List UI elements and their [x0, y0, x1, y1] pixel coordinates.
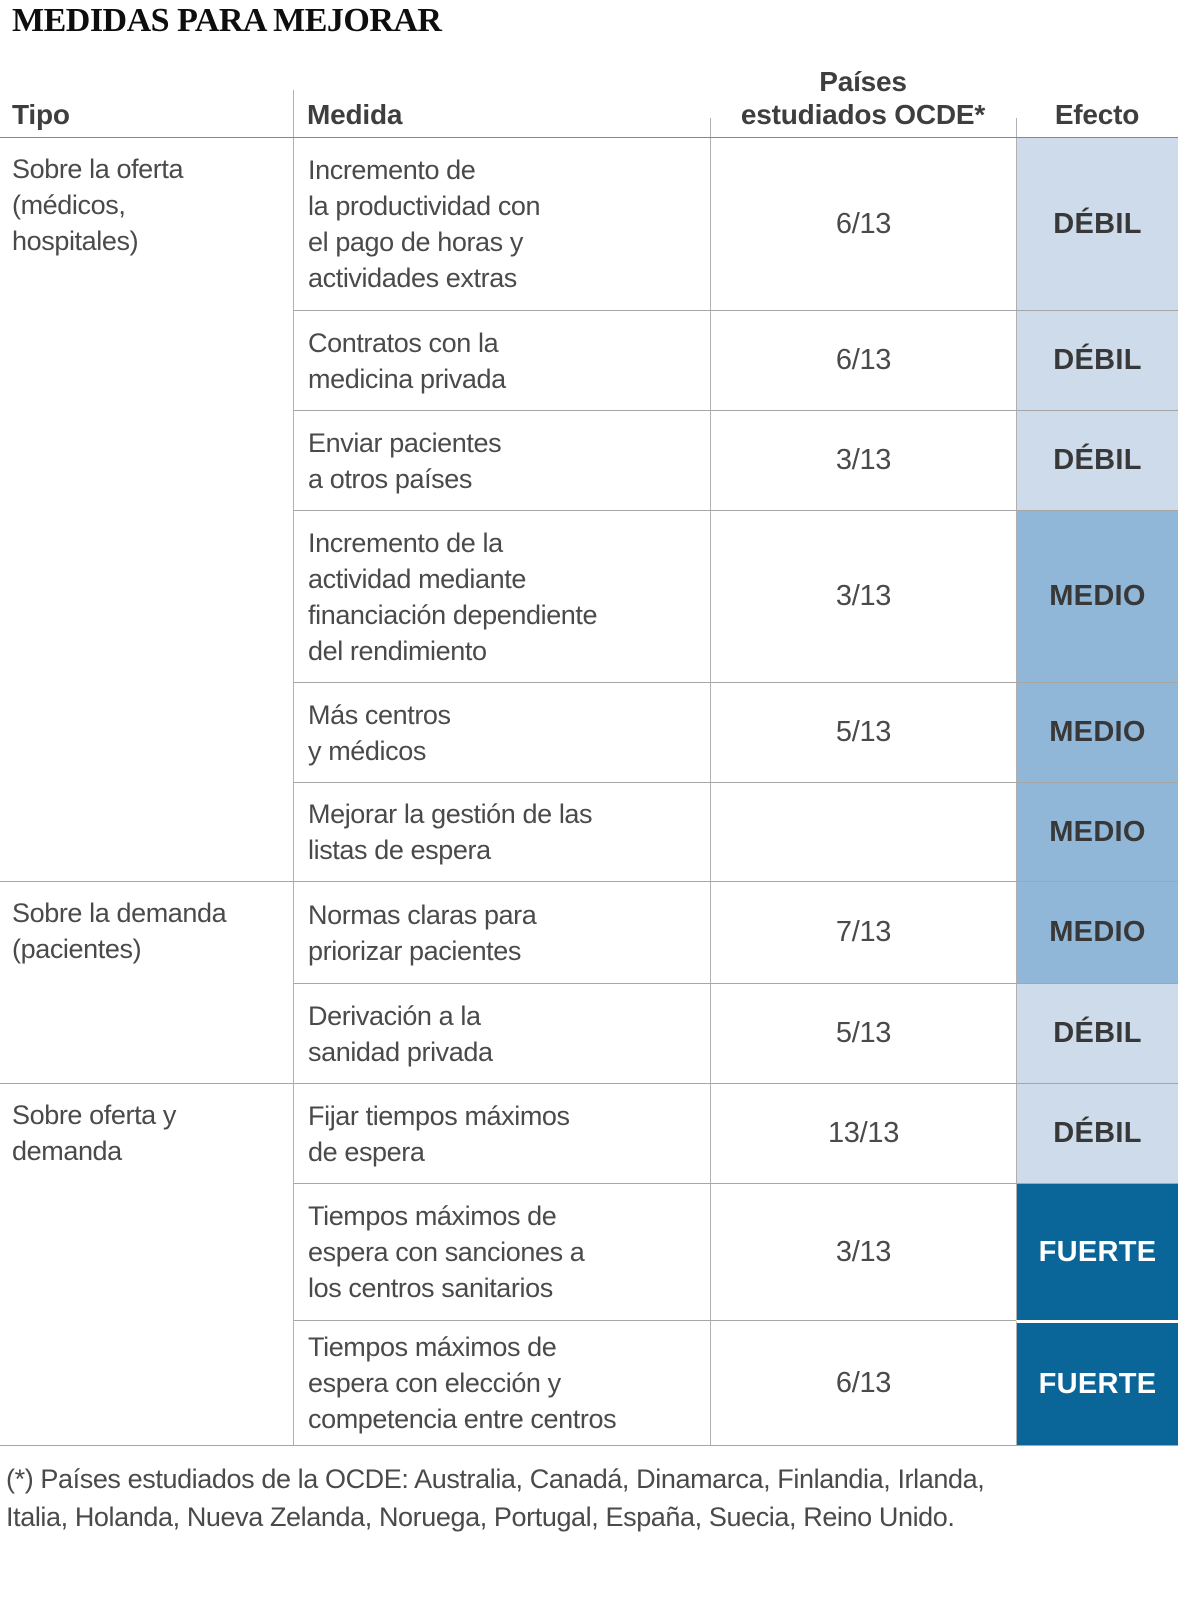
countries-cell: [710, 782, 1016, 881]
column-header-paises: Países estudiados OCDE*: [710, 60, 1016, 138]
effect-badge: MEDIO: [1016, 682, 1178, 782]
column-header-medida: Medida: [293, 60, 710, 138]
column-header-paises-line2: estudiados OCDE*: [740, 99, 986, 130]
effect-badge: FUERTE: [1016, 1183, 1178, 1320]
measure-cell: Tiempos máximos de espera con elección y…: [293, 1320, 710, 1445]
effect-badge: DÉBIL: [1016, 1083, 1178, 1183]
effect-badge: MEDIO: [1016, 510, 1178, 682]
measure-cell: Enviar pacientes a otros países: [293, 410, 710, 510]
measure-cell: Incremento de la productividad con el pa…: [293, 138, 710, 310]
effect-badge: DÉBIL: [1016, 310, 1178, 410]
measure-cell: Más centros y médicos: [293, 682, 710, 782]
countries-cell: 3/13: [710, 410, 1016, 510]
page-title: MEDIDAS PARA MEJORAR: [12, 2, 442, 39]
countries-cell: 5/13: [710, 682, 1016, 782]
group-label-demanda: Sobre la demanda (pacientes): [0, 881, 293, 1083]
group-label-oferta: Sobre la oferta (médicos, hospitales): [12, 154, 184, 256]
effect-badge: MEDIO: [1016, 782, 1178, 881]
column-header-paises-line1: Países: [819, 66, 907, 97]
effect-badge: FUERTE: [1016, 1320, 1178, 1445]
column-header-tipo: Tipo: [0, 60, 293, 138]
group-label-oferta-y-demanda: Sobre oferta y demanda: [0, 1083, 293, 1445]
footnote: (*) Países estudiados de la OCDE: Austra…: [6, 1464, 985, 1532]
countries-cell: 6/13: [710, 1320, 1016, 1445]
measure-cell: Tiempos máximos de espera con sanciones …: [293, 1183, 710, 1320]
countries-cell: 5/13: [710, 983, 1016, 1083]
effect-badge: DÉBIL: [1016, 138, 1178, 310]
measure-cell: Fijar tiempos máximos de espera: [293, 1083, 710, 1183]
effect-badge: DÉBIL: [1016, 410, 1178, 510]
effect-badge: MEDIO: [1016, 881, 1178, 983]
measure-cell: Incremento de la actividad mediante fina…: [293, 510, 710, 682]
countries-cell: 3/13: [710, 510, 1016, 682]
effect-badge: DÉBIL: [1016, 983, 1178, 1083]
countries-cell: 6/13: [710, 138, 1016, 310]
countries-cell: 3/13: [710, 1183, 1016, 1320]
measure-cell: Contratos con la medicina privada: [293, 310, 710, 410]
column-header-efecto: Efecto: [1016, 60, 1178, 138]
countries-cell: 7/13: [710, 881, 1016, 983]
measures-table: Tipo Medida Países estudiados OCDE* Efec…: [0, 60, 1178, 1446]
countries-cell: 13/13: [710, 1083, 1016, 1183]
measure-cell: Normas claras para priorizar pacientes: [293, 881, 710, 983]
measure-cell: Mejorar la gestión de las listas de espe…: [293, 782, 710, 881]
countries-cell: 6/13: [710, 310, 1016, 410]
measure-cell: Derivación a la sanidad privada: [293, 983, 710, 1083]
